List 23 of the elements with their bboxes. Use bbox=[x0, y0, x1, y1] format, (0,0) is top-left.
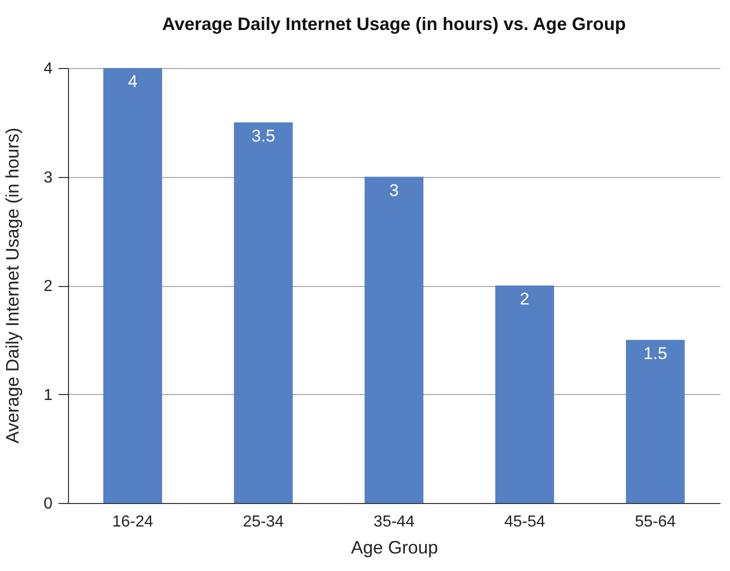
x-tick-label: 55-64 bbox=[634, 514, 676, 530]
y-tick-label: 2 bbox=[44, 278, 53, 295]
bar bbox=[626, 340, 685, 503]
data-label: 3.5 bbox=[252, 126, 276, 146]
x-axis-title: Age Group bbox=[350, 538, 438, 558]
y-axis-title: Average Daily Internet Usage (in hours) bbox=[2, 128, 22, 444]
bar bbox=[495, 286, 554, 503]
x-tick-label: 25-34 bbox=[242, 514, 284, 530]
bar bbox=[364, 176, 424, 503]
data-label: 3 bbox=[389, 180, 399, 200]
x-tick-label: 16-24 bbox=[112, 514, 154, 530]
chart-title: Average Daily Internet Usage (in hours) vs. Age Group bbox=[162, 14, 626, 34]
y-tick-label: 3 bbox=[44, 169, 53, 186]
x-tick-label: 45-54 bbox=[504, 514, 546, 530]
bar bbox=[234, 122, 293, 503]
y-tick-label: 1 bbox=[44, 386, 53, 404]
data-label: 2 bbox=[520, 290, 530, 308]
data-label: 1.5 bbox=[644, 344, 668, 363]
y-tick-label: 4 bbox=[44, 60, 53, 78]
data-label: 4 bbox=[128, 72, 138, 91]
x-tick-label: 35-44 bbox=[374, 514, 415, 530]
y-tick-label: 0 bbox=[44, 496, 53, 512]
bar bbox=[103, 68, 162, 503]
